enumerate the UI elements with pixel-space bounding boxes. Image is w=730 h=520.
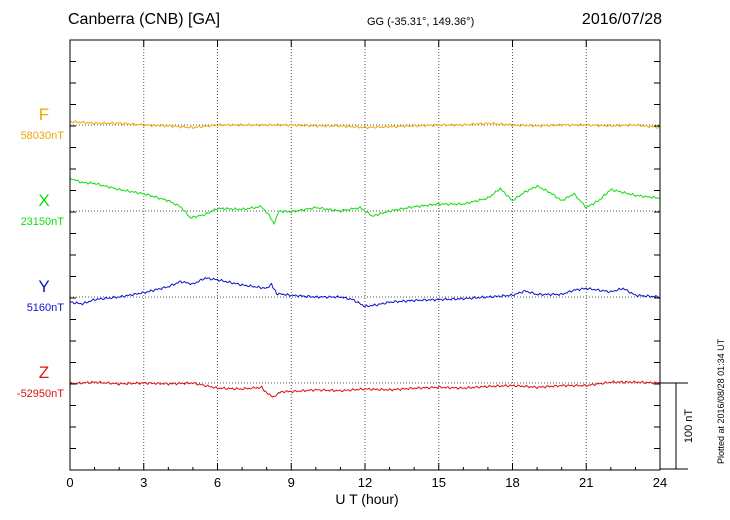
plot-frame — [69, 39, 661, 471]
trace-F — [69, 120, 661, 130]
baseline-value-X: 23150nT — [21, 216, 65, 228]
trace-Z — [69, 380, 661, 398]
y-ticks — [70, 61, 660, 449]
series-name-Z: Z — [39, 363, 49, 382]
x-tick-label: 24 — [653, 475, 667, 490]
x-tick-label: 0 — [66, 475, 73, 490]
x-tick-label: 12 — [358, 475, 372, 490]
baseline-value-Y: 5160nT — [27, 302, 65, 314]
x-tick-label: 9 — [288, 475, 295, 490]
date-label: 2016/07/28 — [581, 11, 662, 28]
series-name-F: F — [39, 105, 49, 124]
plotted-note: Plotted at 2016/08/28 01:34 UT — [716, 338, 726, 464]
traces — [69, 120, 661, 398]
grid — [70, 40, 660, 470]
scale-bar-label: 100 nT — [683, 409, 695, 444]
series-labels: F 58030nT X 23150nT Y 5160nT Z -52950nT — [17, 105, 64, 400]
x-tick-label: 18 — [505, 475, 519, 490]
coordinates-label: GG (-35.31°, 149.36°) — [367, 16, 475, 28]
x-tick-label: 21 — [579, 475, 593, 490]
x-tick-label: 3 — [140, 475, 147, 490]
series-name-Y: Y — [38, 277, 49, 296]
x-axis: 0 3 6 9 12 15 18 21 24 — [66, 40, 667, 490]
scale-bar: 100 nT — [660, 382, 695, 470]
x-axis-label: U T (hour) — [335, 491, 398, 507]
station-title: Canberra (CNB) [GA] — [68, 11, 221, 28]
baseline-value-F: 58030nT — [21, 130, 65, 142]
series-name-X: X — [38, 191, 49, 210]
baseline-value-Z: -52950nT — [17, 388, 64, 400]
trace-Y — [69, 276, 661, 308]
x-tick-label: 15 — [432, 475, 446, 490]
trace-X — [69, 176, 661, 226]
x-tick-label: 6 — [214, 475, 221, 490]
